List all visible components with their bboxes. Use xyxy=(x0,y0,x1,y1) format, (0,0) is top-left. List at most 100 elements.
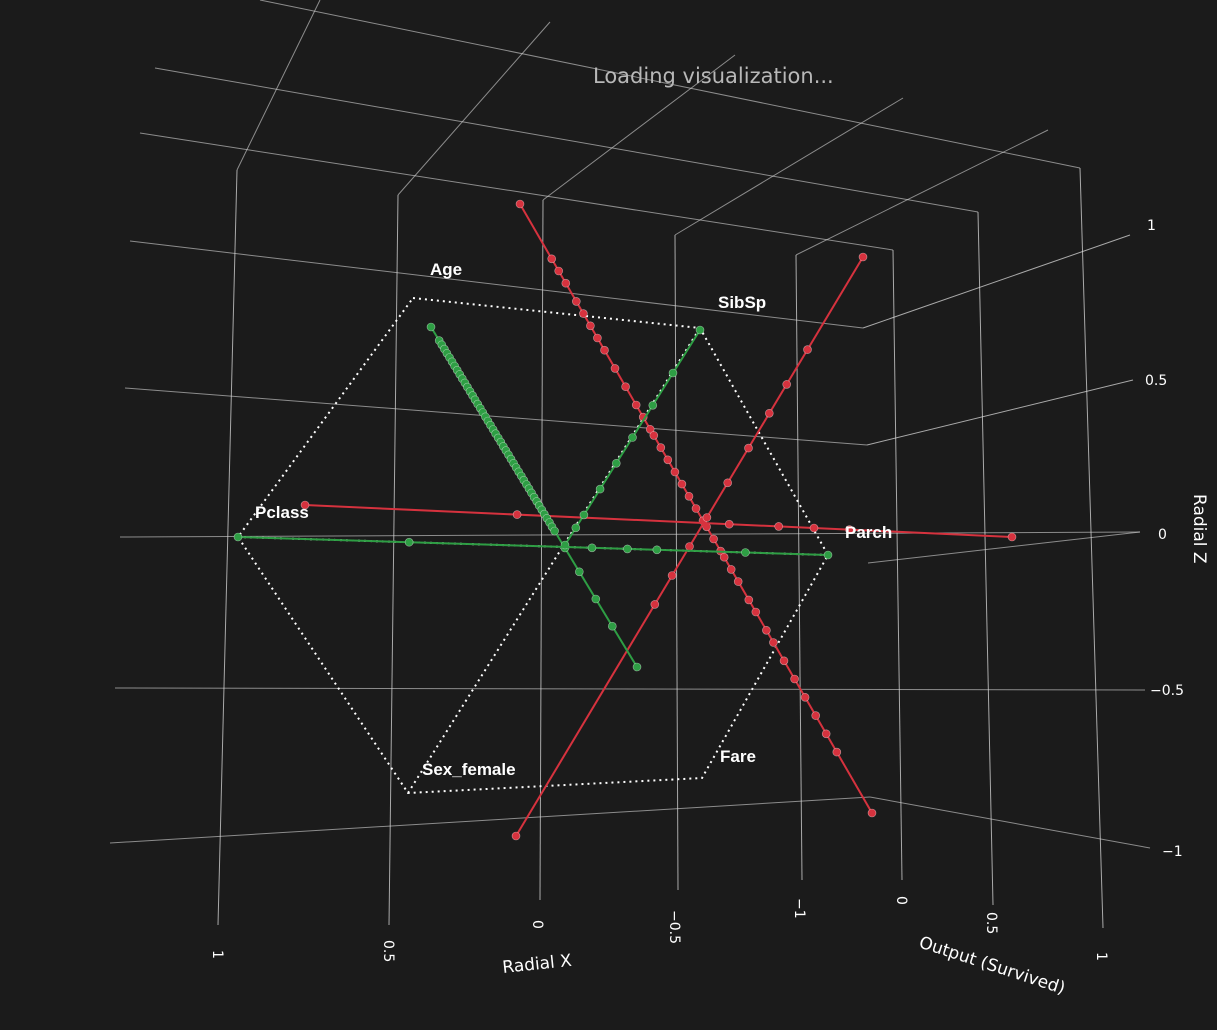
x-tick-label: −1 xyxy=(791,898,807,919)
tick-labels: 1 0.5 0 −0.5 −1 0 0.5 1 1 0.5 0 −0.5 −1 xyxy=(209,218,1184,962)
data-point xyxy=(803,345,812,354)
data-point xyxy=(512,510,522,519)
y-axis-title: Output (Survived) xyxy=(916,933,1067,999)
data-point xyxy=(650,600,660,609)
z-tick-label: −1 xyxy=(1162,844,1183,860)
z-tick-label: 0.5 xyxy=(1145,373,1167,389)
y-tick-label: 0 xyxy=(893,896,909,905)
data-point xyxy=(561,278,571,288)
loading-status: Loading visualization... xyxy=(593,64,834,88)
data-point xyxy=(547,254,557,264)
data-point xyxy=(685,542,694,551)
data-point xyxy=(649,431,659,440)
data-point xyxy=(809,523,819,533)
data-point xyxy=(774,522,784,531)
data-point xyxy=(579,510,589,520)
data-point xyxy=(607,621,617,631)
data-point xyxy=(550,526,559,536)
data-point xyxy=(586,321,595,331)
grid-line xyxy=(388,194,399,926)
data-point xyxy=(764,408,774,418)
data-point xyxy=(648,400,658,410)
data-point xyxy=(744,595,754,605)
data-point xyxy=(709,534,718,544)
z-tick-label: 1 xyxy=(1147,218,1156,234)
data-point xyxy=(691,504,701,513)
grid-line xyxy=(866,379,1134,446)
grid-line xyxy=(674,97,904,236)
data-point xyxy=(719,552,729,562)
data-point xyxy=(587,543,597,553)
data-point xyxy=(600,345,609,355)
data-point xyxy=(726,565,736,574)
data-point xyxy=(858,252,868,262)
data-point xyxy=(1007,532,1017,542)
data-point xyxy=(782,380,792,389)
grid-line xyxy=(977,211,994,906)
grid-line xyxy=(259,0,1081,169)
anchor-label-pclass: Pclass xyxy=(255,503,309,522)
x-tick-label: 0.5 xyxy=(380,940,396,962)
data-point xyxy=(511,831,521,841)
data-point xyxy=(832,747,842,757)
grid-line xyxy=(109,796,871,844)
data-point xyxy=(741,548,750,557)
data-point xyxy=(723,478,733,488)
data-point xyxy=(667,571,677,580)
data-point xyxy=(595,484,605,494)
data-point xyxy=(611,458,621,468)
grid-line xyxy=(129,240,864,329)
data-point xyxy=(790,674,799,684)
data-point xyxy=(623,544,632,554)
grid-line xyxy=(119,531,1141,538)
data-point xyxy=(821,729,831,739)
grid-line xyxy=(217,169,238,926)
data-point xyxy=(571,297,581,306)
data-point xyxy=(663,455,673,465)
data-point xyxy=(631,400,641,410)
data-line xyxy=(304,504,1013,538)
data-point xyxy=(744,443,753,453)
z-tick-label: −0.5 xyxy=(1150,683,1184,699)
anchor-labels: Age SibSp Parch Fare Sex_female Pclass xyxy=(255,260,892,779)
y-tick-label: 0.5 xyxy=(983,912,999,934)
anchor-label-sibsp: SibSp xyxy=(718,293,766,312)
data-point xyxy=(769,638,778,647)
data-point xyxy=(811,711,821,720)
series-died xyxy=(300,199,1017,841)
grid-line xyxy=(539,199,544,901)
data-point xyxy=(668,368,678,378)
grid-line xyxy=(542,54,736,201)
data-point xyxy=(733,577,743,586)
data-point xyxy=(404,537,414,547)
grid-lines xyxy=(109,0,1151,929)
z-axis-title: Radial Z xyxy=(1189,494,1209,564)
data-point xyxy=(867,808,877,818)
anchor-label-fare: Fare xyxy=(720,747,756,766)
data-point xyxy=(684,491,694,501)
data-point xyxy=(724,519,734,529)
x-tick-label: 1 xyxy=(209,950,225,959)
grid-line xyxy=(892,249,903,881)
data-point xyxy=(823,550,833,560)
data-point xyxy=(574,567,584,577)
grid-line xyxy=(795,129,1049,256)
data-point xyxy=(762,625,771,635)
x-tick-label: −0.5 xyxy=(666,910,682,944)
data-point xyxy=(300,500,310,510)
data-point xyxy=(695,325,705,335)
data-point xyxy=(677,479,687,489)
grid-line xyxy=(867,531,1141,564)
data-point xyxy=(751,607,761,617)
grid-line xyxy=(154,67,979,213)
anchor-spoke xyxy=(407,327,701,794)
data-point xyxy=(426,322,436,332)
data-point xyxy=(702,513,712,522)
grid-line xyxy=(862,234,1131,329)
data-point xyxy=(779,656,789,666)
grid-line xyxy=(124,387,868,446)
data-point xyxy=(233,532,243,542)
grid-line xyxy=(236,0,321,171)
grid-line xyxy=(139,132,894,251)
